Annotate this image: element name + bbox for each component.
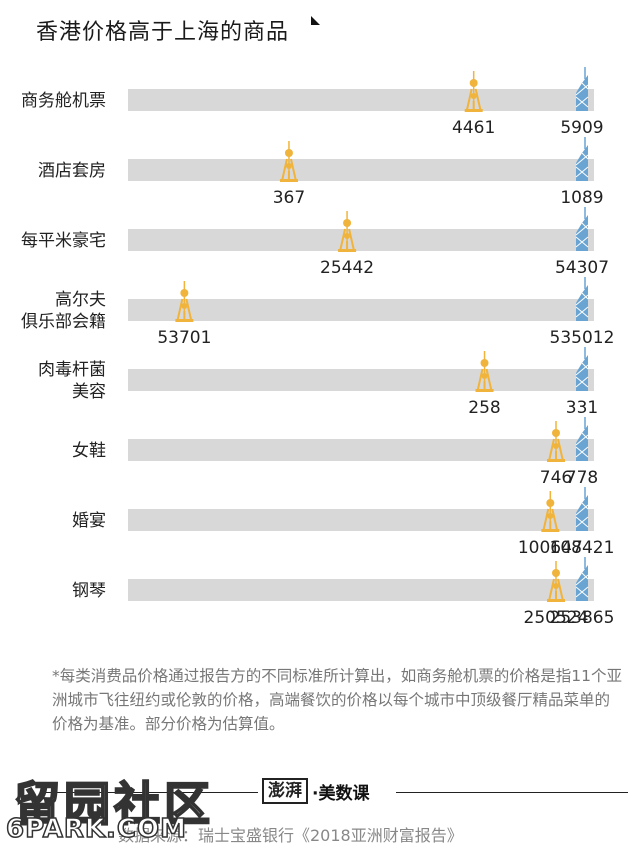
hongkong-marker <box>575 137 589 181</box>
shanghai-marker <box>547 561 565 602</box>
hongkong-value: 5909 <box>560 118 603 138</box>
hongkong-marker <box>575 417 589 461</box>
value-track <box>128 509 594 531</box>
footer-rule-left <box>40 792 258 793</box>
shanghai-value: 746 <box>540 468 572 488</box>
hongkong-value: 253865 <box>550 608 615 628</box>
category-label: 每平米豪宅 <box>21 230 106 251</box>
value-track <box>128 369 594 391</box>
value-track <box>128 159 594 181</box>
hongkong-value: 54307 <box>555 258 609 278</box>
category-label: 酒店套房 <box>38 161 106 181</box>
value-track <box>128 579 594 601</box>
value-track <box>128 299 594 321</box>
brand-badge: 澎湃 ·美数课 <box>262 776 392 806</box>
category-label: 俱乐部会籍 <box>21 312 106 332</box>
category-label: 美容 <box>72 382 106 402</box>
hongkong-value: 535012 <box>550 328 615 348</box>
data-source: 数据来源：瑞士宝盛银行《2018亚洲财富报告》 <box>118 826 463 845</box>
hongkong-value: 108421 <box>550 538 615 558</box>
chart-title: 香港价格高于上海的商品 <box>36 20 290 45</box>
shanghai-value: 25442 <box>320 258 374 278</box>
hongkong-marker <box>575 277 589 321</box>
shanghai-value: 258 <box>468 398 500 418</box>
category-label: 钢琴 <box>72 581 106 601</box>
shanghai-value: 367 <box>273 188 305 208</box>
value-track <box>128 89 594 111</box>
shanghai-marker <box>547 421 565 462</box>
category-label: 商务舱机票 <box>21 91 106 111</box>
hongkong-value: 1089 <box>560 188 603 208</box>
hongkong-value: 778 <box>566 468 598 488</box>
chart-row: 商务舱机票 4461 5909 <box>21 67 604 138</box>
shanghai-value: 100647 <box>518 538 583 558</box>
value-track <box>128 439 594 461</box>
hongkong-marker <box>575 347 589 391</box>
shanghai-marker <box>541 491 560 532</box>
hongkong-marker <box>575 67 589 111</box>
shanghai-value: 53701 <box>157 328 211 348</box>
category-label: 婚宴 <box>72 511 106 531</box>
shanghai-marker <box>175 281 194 322</box>
category-label: 肉毒杆菌 <box>38 360 106 380</box>
footer-rule-right <box>396 792 628 793</box>
brand-name: ·美数课 <box>312 783 370 804</box>
value-track <box>128 229 594 251</box>
shanghai-marker <box>464 71 483 112</box>
watermark-text: 留园社区 <box>13 776 214 832</box>
shanghai-marker <box>338 211 357 252</box>
title-corner-mark <box>311 16 320 25</box>
hongkong-marker <box>575 487 589 531</box>
brand-logo: 澎湃 <box>262 778 308 804</box>
footnote: *每类消费品价格通过报告方的不同标准所计算出，如商务舱机票的价格是指11个亚洲城… <box>52 667 622 733</box>
hongkong-marker <box>575 207 589 251</box>
shanghai-value: 4461 <box>452 118 495 138</box>
category-label: 高尔夫 <box>55 290 106 310</box>
chart-row: 酒店套房 367 1089 <box>38 137 604 208</box>
category-label: 女鞋 <box>72 441 106 461</box>
hongkong-value: 331 <box>566 398 598 418</box>
watermark-url: 6PARK.COM <box>5 813 187 845</box>
chart-row: 每平米豪宅 25442 54307 <box>21 207 609 278</box>
hongkong-marker <box>575 557 589 601</box>
shanghai-marker <box>475 351 494 392</box>
shanghai-marker <box>279 141 298 182</box>
shanghai-value: 250524 <box>524 608 589 628</box>
